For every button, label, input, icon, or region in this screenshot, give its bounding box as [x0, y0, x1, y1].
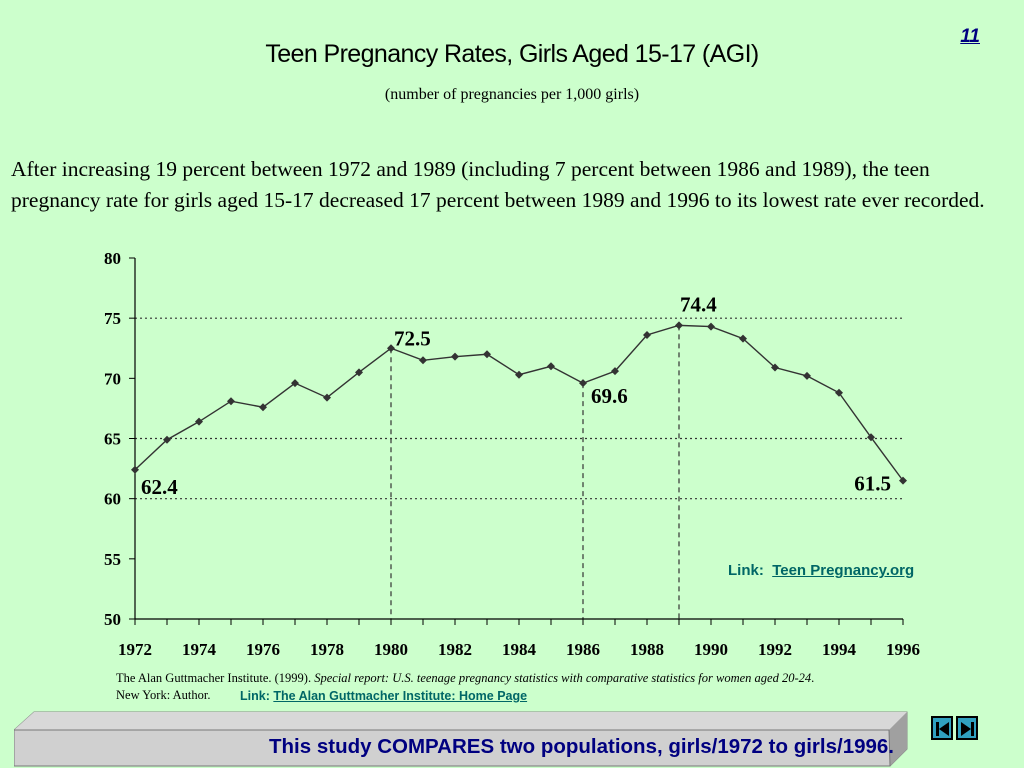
data-point: [483, 350, 491, 359]
data-point: [643, 331, 651, 340]
data-point: [419, 356, 427, 365]
y-tick-label: 55: [104, 550, 121, 569]
data-label: 69.6: [591, 384, 628, 408]
page-subtitle: (number of pregnancies per 1,000 girls): [384, 86, 640, 103]
x-tick-label: 1984: [502, 640, 537, 659]
data-point: [291, 379, 299, 388]
data-point: [611, 367, 619, 376]
data-point: [899, 476, 907, 485]
series-line: [134, 324, 904, 482]
data-label: 74.4: [680, 292, 717, 316]
y-tick-label: 75: [104, 309, 121, 328]
data-point: [867, 433, 875, 442]
data-point: [579, 379, 587, 388]
last-page-icon: [961, 722, 974, 736]
y-tick-label: 70: [104, 369, 121, 388]
data-point: [387, 344, 395, 353]
page-title: Teen Pregnancy Rates, Girls Aged 15-17 (…: [265, 40, 759, 68]
x-tick-label: 1988: [630, 640, 664, 659]
y-tick-label: 80: [104, 249, 121, 268]
teen-pregnancy-link-row: Link: Teen Pregnancy.org: [728, 562, 914, 579]
data-point: [259, 403, 267, 412]
teen-pregnancy-link[interactable]: Teen Pregnancy.org: [772, 562, 915, 579]
link-prefix: Link:: [240, 689, 270, 703]
x-tick-label: 1994: [822, 640, 857, 659]
data-label: 62.4: [141, 475, 178, 499]
data-point: [707, 322, 715, 331]
summary-paragraph: After increasing 19 percent between 1972…: [11, 157, 985, 212]
first-page-icon: [936, 722, 949, 736]
first-page-button[interactable]: [931, 716, 953, 740]
data-point: [227, 397, 235, 406]
data-point: [771, 363, 779, 372]
link-prefix: Link:: [728, 562, 764, 579]
banner-text: This study COMPARES two populations, gir…: [269, 735, 894, 758]
citation: The Alan Guttmacher Institute. (1999). S…: [116, 670, 936, 704]
x-tick-label: 1972: [118, 640, 152, 659]
data-point: [355, 368, 363, 377]
x-tick-label: 1978: [310, 640, 344, 659]
x-tick-label: 1990: [694, 640, 728, 659]
data-label: 61.5: [854, 472, 891, 496]
citation-end: .: [811, 671, 815, 685]
agi-link-row: Link: The Alan Guttmacher Institute: Hom…: [240, 689, 527, 703]
banner-shape: [14, 711, 908, 767]
agi-home-link[interactable]: The Alan Guttmacher Institute: Home Page: [273, 689, 528, 703]
x-tick-label: 1986: [566, 640, 600, 659]
x-tick-label: 1974: [182, 640, 217, 659]
data-point: [195, 417, 203, 426]
x-tick-label: 1980: [374, 640, 408, 659]
x-tick-label: 1996: [886, 640, 920, 659]
y-tick-label: 60: [104, 490, 121, 509]
data-point: [739, 334, 747, 343]
x-tick-label: 1976: [246, 640, 280, 659]
data-point: [451, 352, 459, 361]
citation-author: The Alan Guttmacher Institute. (1999).: [116, 671, 315, 685]
y-tick-label: 50: [104, 610, 121, 629]
y-tick-label: 65: [104, 430, 121, 449]
data-point: [323, 393, 331, 402]
line-chart: 50 55 60 65 70 75 80 1972 1974 1976 1978 1980 1982 19…: [104, 249, 920, 659]
data-point: [547, 362, 555, 371]
data-point: [163, 435, 171, 444]
citation-title: Special report: U.S. teenage pregnancy s…: [314, 671, 812, 685]
data-point: [675, 321, 683, 330]
data-point: [131, 465, 139, 474]
x-tick-label: 1992: [758, 640, 792, 659]
footer-banner: This study COMPARES two populations, gir…: [14, 711, 908, 767]
data-point: [835, 388, 843, 397]
data-point: [803, 371, 811, 380]
x-tick-label: 1982: [438, 640, 472, 659]
page-number: 11: [960, 26, 980, 47]
citation-publisher: New York: Author.: [116, 688, 211, 702]
last-page-button[interactable]: [956, 716, 978, 740]
data-label: 72.5: [394, 326, 431, 350]
data-point: [515, 370, 523, 379]
